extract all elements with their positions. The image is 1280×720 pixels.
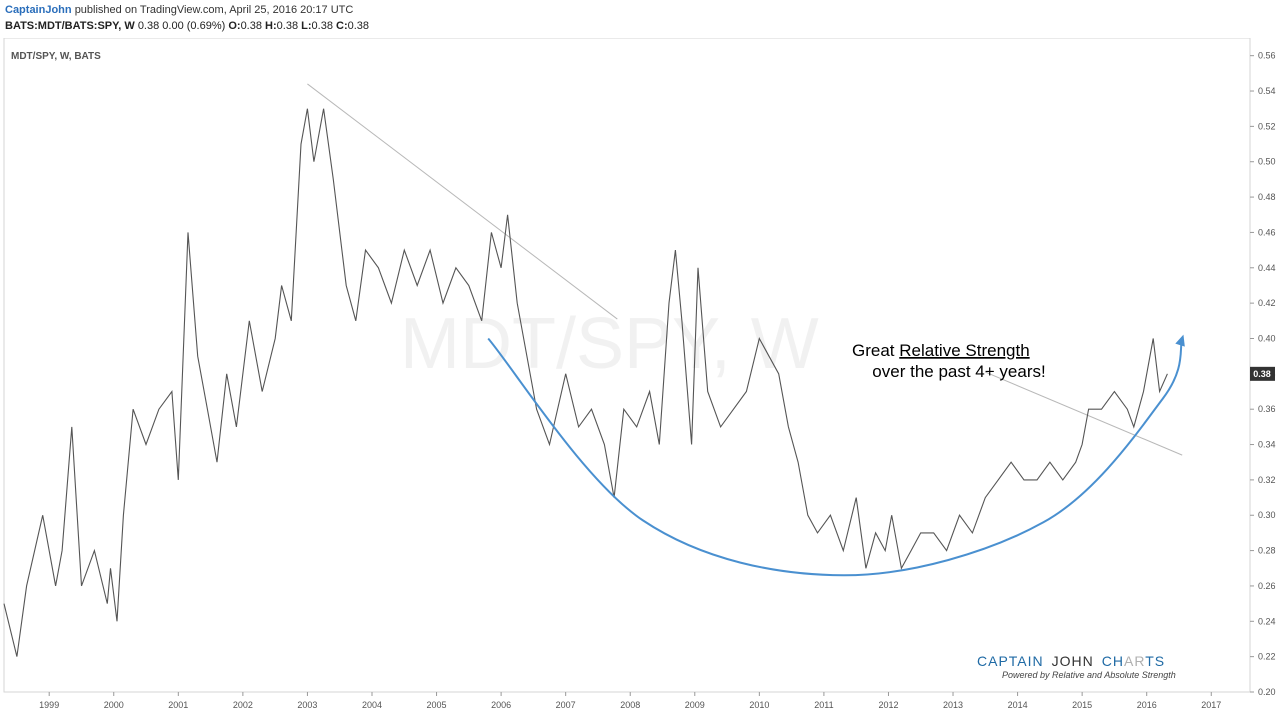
x-tick-label: 2000 (104, 700, 124, 710)
last-price-badge-bg (1250, 366, 1275, 381)
chart-title: MDT/SPY, W, BATS (11, 51, 101, 62)
open-value: 0.38 (240, 20, 262, 32)
x-tick-label: 2009 (685, 700, 705, 710)
close-label: C: (336, 20, 348, 32)
y-tick-label: 0.56 (1258, 51, 1276, 61)
price-change: 0.38 0.00 (0.69%) (137, 20, 226, 32)
x-tick-label: 2005 (427, 700, 447, 710)
y-tick-label: 0.50 (1258, 157, 1276, 167)
high-label: H: (265, 20, 277, 32)
plot-area[interactable]: MDT/SPY, W MDT/SPY, W, BATS Great Relati… (3, 38, 1251, 693)
y-tick-label: 0.44 (1258, 263, 1276, 273)
trendline-2 (985, 371, 1183, 456)
price-series-line (3, 108, 1168, 657)
annotation-underlined: Relative Strength (899, 341, 1029, 360)
brand-charts-ch: CH (1102, 653, 1124, 669)
brand-logo: CAPTAIN JOHN CHARTS (977, 653, 1165, 669)
y-tick-label: 0.30 (1258, 510, 1276, 520)
y-tick-label: 0.54 (1258, 86, 1276, 96)
y-tick-label: 0.22 (1258, 652, 1276, 662)
x-tick-label: 2001 (168, 700, 188, 710)
chart-header: CaptainJohn published on TradingView.com… (0, 0, 1280, 38)
low-label: L: (301, 20, 312, 32)
brand-charts-ts: TS (1145, 653, 1165, 669)
brand-john: JOHN (1052, 653, 1094, 669)
last-price-label: 0.38 (1253, 369, 1271, 379)
x-tick-label: 2007 (556, 700, 576, 710)
x-tick-label: 2008 (620, 700, 640, 710)
y-axis[interactable]: 0.20 0.22 0.24 0.26 0.28 0.30 0.32 0.34 0.36 0.38… (1250, 51, 1276, 697)
watermark: MDT/SPY, W (400, 304, 819, 384)
y-tick-label: 0.34 (1258, 440, 1276, 450)
x-tick-label: 2012 (878, 700, 898, 710)
plot-frame (3, 38, 1251, 693)
high-value: 0.38 (276, 20, 299, 32)
x-tick-label: 2002 (233, 700, 253, 710)
price-chart[interactable]: MDT/SPY, W MDT/SPY, W, BATS Great Relati… (0, 38, 1280, 720)
y-tick-label: 0.42 (1258, 298, 1276, 308)
publish-text: published on TradingView.com, April 25, … (74, 4, 354, 16)
author-link[interactable]: CaptainJohn (5, 4, 72, 16)
brand-captain: CAPTAIN (977, 653, 1044, 669)
y-tick-label: 0.40 (1258, 333, 1276, 343)
x-tick-label: 2003 (297, 700, 317, 710)
x-tick-label: 2011 (814, 700, 833, 710)
symbol-info[interactable]: BATS:MDT/BATS:SPY, W (5, 20, 135, 32)
x-tick-label: 2014 (1008, 700, 1028, 710)
last-price-badge: 0.38 (1250, 366, 1275, 381)
x-tick-label: 2013 (943, 700, 963, 710)
trendline-1 (307, 83, 618, 320)
open-label: O: (228, 20, 241, 32)
annotation-prefix: Great (852, 341, 899, 360)
y-tick-label: 0.28 (1258, 546, 1276, 556)
y-tick-label: 0.52 (1258, 121, 1276, 131)
y-tick-label: 0.46 (1258, 227, 1276, 237)
publish-info: CaptainJohn published on TradingView.com… (5, 4, 353, 16)
x-tick-label: 2010 (749, 700, 769, 710)
x-tick-label: 2015 (1072, 700, 1092, 710)
rounding-bottom-arc (487, 337, 1184, 577)
brand-charts-ar: AR (1124, 653, 1145, 669)
low-value: 0.38 (311, 20, 333, 32)
y-tick-label: 0.36 (1258, 404, 1276, 414)
x-axis[interactable]: 1999 2000 2001 2002 2003 2004 2005 2006 2007 2008… (39, 692, 1221, 710)
y-tick-label: 0.20 (1258, 687, 1276, 697)
x-tick-label: 2016 (1137, 700, 1157, 710)
annotation-line-1: Great Relative Strength (852, 341, 1030, 360)
y-tick-label: 0.24 (1258, 616, 1276, 626)
ohlc-legend: BATS:MDT/BATS:SPY, W 0.38 0.00 (0.69%) O… (5, 20, 369, 32)
y-tick-label: 0.32 (1258, 475, 1276, 485)
arc-arrowhead (1175, 334, 1185, 347)
y-tick-label: 0.48 (1258, 192, 1276, 202)
x-tick-label: 2004 (362, 700, 382, 710)
x-tick-label: 2017 (1201, 700, 1221, 710)
y-tick-label: 0.26 (1258, 581, 1276, 591)
annotation-line-2: over the past 4+ years! (872, 362, 1045, 381)
brand-tagline: Powered by Relative and Absolute Strengt… (1002, 670, 1176, 680)
close-value: 0.38 (347, 20, 370, 32)
x-tick-label: 1999 (39, 700, 59, 710)
x-tick-label: 2006 (491, 700, 511, 710)
